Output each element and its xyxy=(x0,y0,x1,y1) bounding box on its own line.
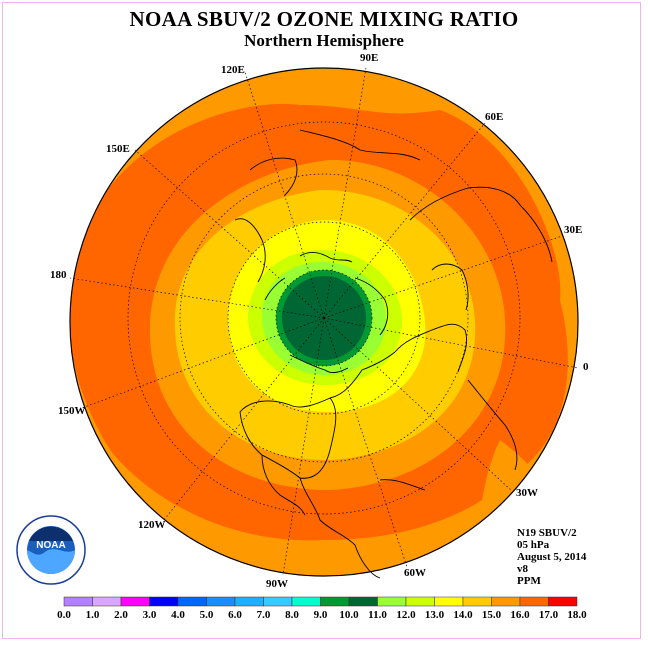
ozone-field xyxy=(70,68,578,576)
colorbar-swatch xyxy=(519,596,549,607)
colorbar-swatch xyxy=(348,596,378,607)
colorbar-swatch xyxy=(405,596,435,607)
colorbar-tick-label: 3.0 xyxy=(143,609,157,621)
colorbar-tick-label: 2.0 xyxy=(114,609,128,621)
colorbar-tick-label: 14.0 xyxy=(453,609,473,621)
colorbar-swatch xyxy=(92,596,122,607)
colorbar-swatch xyxy=(263,596,293,607)
lon-label-150e: 150E xyxy=(106,143,130,155)
info-version: v8 xyxy=(517,563,528,575)
lon-label-150w: 150W xyxy=(58,405,86,417)
map-boundary xyxy=(69,67,579,577)
info-units: PPM xyxy=(517,575,541,587)
colorbar-swatch xyxy=(491,596,521,607)
info-pressure: 05 hPa xyxy=(517,539,550,551)
colorbar-swatch xyxy=(206,596,236,607)
lon-label-120w: 120W xyxy=(138,519,166,531)
colorbar-tick-label: 1.0 xyxy=(86,609,100,621)
lon-label-30w: 30W xyxy=(516,487,538,499)
noaa-logo-text: NOAA xyxy=(36,540,65,551)
colorbar-tick-label: 4.0 xyxy=(171,609,185,621)
lon-label-30e: 30E xyxy=(564,224,582,236)
colorbar-tick-label: 16.0 xyxy=(510,609,530,621)
colorbar: 0.0 1.0 2.0 3.0 4.0 5.0 6.0 7.0 8.0 9.0 10.0 11.0 12… xyxy=(57,596,587,621)
lon-label-60e: 60E xyxy=(485,111,503,123)
colorbar-swatch xyxy=(177,596,207,607)
graticule xyxy=(69,67,579,576)
colorbar-tick-label: 15.0 xyxy=(482,609,502,621)
coastlines xyxy=(234,129,553,579)
colorbar-tick-label: 11.0 xyxy=(368,609,387,621)
lon-label-120e: 120E xyxy=(221,64,245,76)
lon-label-0: 0 xyxy=(583,361,589,373)
colorbar-tick-label: 17.0 xyxy=(539,609,559,621)
chart-title: NOAA SBUV/2 OZONE MIXING RATIO xyxy=(129,7,519,31)
info-date: August 5, 2014 xyxy=(517,551,587,563)
colorbar-tick-label: 13.0 xyxy=(425,609,445,621)
colorbar-tick-label: 9.0 xyxy=(314,609,328,621)
figure-frame xyxy=(2,2,641,639)
colorbar-swatch xyxy=(320,596,350,607)
colorbar-tick-label: 10.0 xyxy=(339,609,359,621)
colorbar-swatch xyxy=(120,596,150,607)
lon-label-90e: 90E xyxy=(360,52,378,64)
lon-label-90w: 90W xyxy=(266,578,288,590)
colorbar-tick-label: 5.0 xyxy=(200,609,214,621)
colorbar-tick-label: 8.0 xyxy=(285,609,299,621)
colorbar-swatch xyxy=(377,596,407,607)
colorbar-swatch xyxy=(462,596,492,607)
colorbar-tick-label: 12.0 xyxy=(396,609,416,621)
colorbar-swatch xyxy=(434,596,464,607)
colorbar-tick-label: 18.0 xyxy=(567,609,587,621)
colorbar-tick-label: 0.0 xyxy=(57,609,71,621)
colorbar-swatch xyxy=(291,596,321,607)
info-satellite: N19 SBUV/2 xyxy=(517,527,577,539)
lon-label-60w: 60W xyxy=(404,567,426,579)
colorbar-swatch xyxy=(234,596,264,607)
colorbar-swatch xyxy=(149,596,179,607)
colorbar-swatch xyxy=(63,596,93,607)
colorbar-swatch xyxy=(548,596,578,607)
mixing-band-16 xyxy=(70,103,568,541)
colorbar-tick-label: 7.0 xyxy=(257,609,271,621)
noaa-logo: NOAA xyxy=(16,515,86,585)
lon-label-180: 180 xyxy=(50,269,67,281)
chart-subtitle: Northern Hemisphere xyxy=(244,31,404,50)
colorbar-tick-label: 6.0 xyxy=(228,609,242,621)
